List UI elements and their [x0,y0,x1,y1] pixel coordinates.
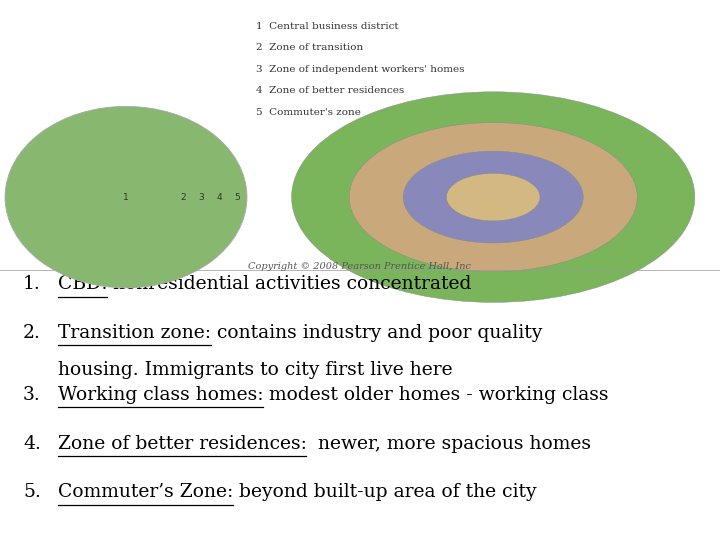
Text: 4: 4 [216,193,222,201]
Text: 4  Zone of better residences: 4 Zone of better residences [256,86,404,96]
Text: nonresidential activities concentrated: nonresidential activities concentrated [107,275,472,293]
Text: Copyright © 2008 Pearson Prentice Hall, Inc: Copyright © 2008 Pearson Prentice Hall, … [248,262,472,271]
Text: 1.: 1. [23,275,41,293]
Text: 5.: 5. [23,483,41,501]
Text: Working class homes:: Working class homes: [58,386,263,404]
Text: 2  Zone of transition: 2 Zone of transition [256,43,363,52]
Text: housing. Immigrants to city first live here: housing. Immigrants to city first live h… [58,361,452,379]
Ellipse shape [349,123,637,272]
Text: 5: 5 [235,193,240,201]
Ellipse shape [292,92,695,302]
Text: 1  Central business district: 1 Central business district [256,22,398,31]
Text: 4.: 4. [23,435,41,453]
Text: 1: 1 [123,193,129,201]
Ellipse shape [59,147,193,247]
Text: 2.: 2. [23,324,41,342]
Text: Commuter’s Zone:: Commuter’s Zone: [58,483,233,501]
Ellipse shape [403,151,583,243]
Text: Transition zone:: Transition zone: [58,324,210,342]
Text: contains industry and poor quality: contains industry and poor quality [210,324,542,342]
Text: 3  Zone of independent workers' homes: 3 Zone of independent workers' homes [256,65,464,74]
Ellipse shape [77,160,175,234]
Text: CBD:: CBD: [58,275,107,293]
Ellipse shape [446,173,540,221]
Text: modest older homes - working class: modest older homes - working class [263,386,608,404]
Ellipse shape [41,133,211,261]
Ellipse shape [5,106,247,288]
Text: newer, more spacious homes: newer, more spacious homes [307,435,591,453]
Text: Zone of better residences:: Zone of better residences: [58,435,307,453]
Ellipse shape [23,120,229,274]
Text: 2: 2 [180,193,186,201]
Text: beyond built-up area of the city: beyond built-up area of the city [233,483,536,501]
Text: 3: 3 [198,193,204,201]
Text: 5  Commuter's zone: 5 Commuter's zone [256,108,361,117]
Text: 3.: 3. [23,386,41,404]
